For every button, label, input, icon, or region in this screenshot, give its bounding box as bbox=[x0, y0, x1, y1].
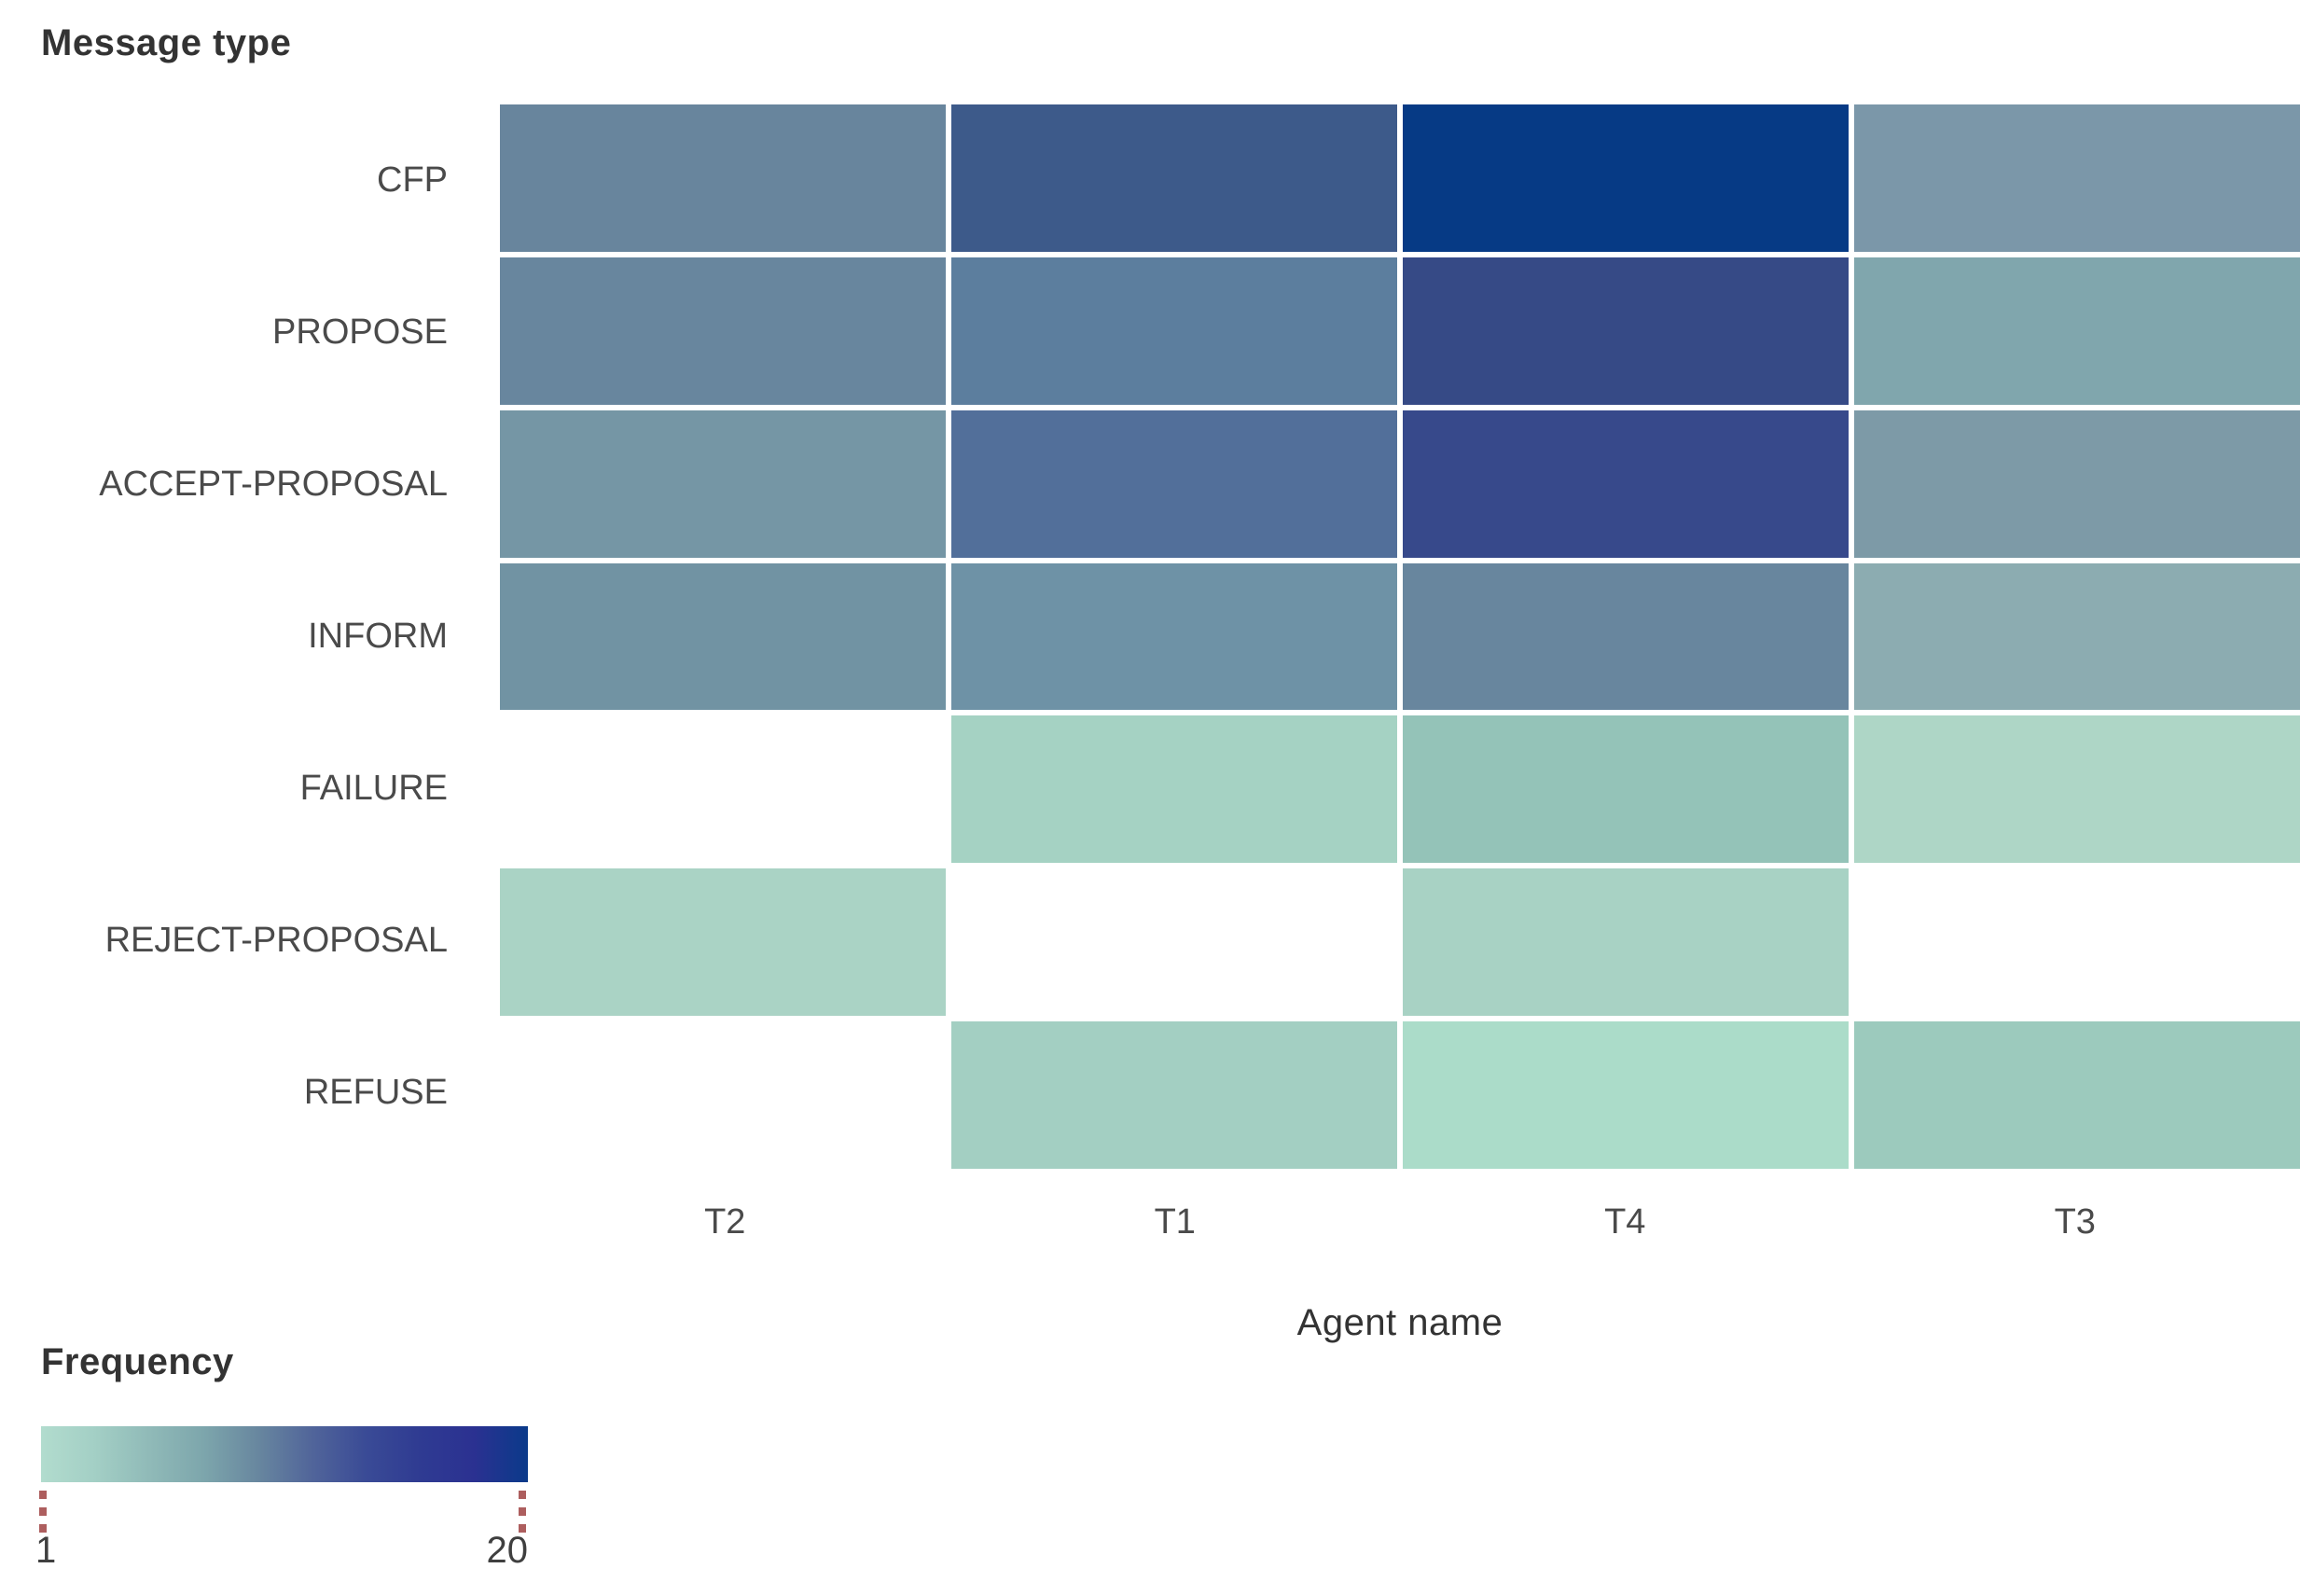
heatmap-cell-refuse-t3[interactable] bbox=[1854, 1021, 2300, 1169]
heatmap-cell-propose-t1[interactable] bbox=[951, 257, 1397, 405]
x-tick-label: T3 bbox=[2054, 1201, 2096, 1242]
heatmap-cell-reject-proposal-t3[interactable] bbox=[1854, 868, 2300, 1017]
heatmap-cell-accept-proposal-t4[interactable] bbox=[1403, 409, 1849, 558]
y-tick-label: PROPOSE bbox=[272, 312, 448, 352]
legend-max-label: 20 bbox=[486, 1530, 529, 1571]
y-axis-title: Message type bbox=[41, 22, 292, 63]
y-tick-label: FAILURE bbox=[299, 769, 448, 808]
heatmap-cell-cfp-t4[interactable] bbox=[1403, 104, 1849, 252]
heatmap-cell-cfp-t1[interactable] bbox=[951, 104, 1397, 252]
heatmap-cell-propose-t2[interactable] bbox=[500, 257, 946, 405]
heatmap-cell-accept-proposal-t3[interactable] bbox=[1854, 409, 2300, 558]
heatmap-cell-reject-proposal-t1[interactable] bbox=[951, 868, 1397, 1017]
heatmap-cell-refuse-t4[interactable] bbox=[1403, 1021, 1849, 1169]
heatmap-cell-failure-t3[interactable] bbox=[1854, 715, 2300, 864]
heatmap-cell-failure-t1[interactable] bbox=[951, 715, 1397, 864]
heatmap-cell-accept-proposal-t2[interactable] bbox=[500, 409, 946, 558]
heatmap-cell-cfp-t2[interactable] bbox=[500, 104, 946, 252]
heatmap-cell-refuse-t1[interactable] bbox=[951, 1021, 1397, 1169]
y-tick-label: CFP bbox=[377, 160, 448, 200]
x-tick-label: T4 bbox=[1604, 1201, 1646, 1242]
y-tick-label: ACCEPT-PROPOSAL bbox=[99, 465, 448, 504]
heatmap-cell-propose-t3[interactable] bbox=[1854, 257, 2300, 405]
y-tick-label: REFUSE bbox=[303, 1073, 448, 1112]
heatmap-cell-reject-proposal-t4[interactable] bbox=[1403, 868, 1849, 1017]
heatmap-cell-inform-t4[interactable] bbox=[1403, 562, 1849, 711]
heatmap-cell-inform-t1[interactable] bbox=[951, 562, 1397, 711]
heatmap-cell-failure-t2[interactable] bbox=[500, 715, 946, 864]
heatmap-cell-accept-proposal-t1[interactable] bbox=[951, 409, 1397, 558]
x-tick-label: T2 bbox=[704, 1201, 746, 1242]
heatmap-cell-failure-t4[interactable] bbox=[1403, 715, 1849, 864]
x-tick-label: T1 bbox=[1154, 1201, 1196, 1242]
heatmap-cell-propose-t4[interactable] bbox=[1403, 257, 1849, 405]
heatmap-cell-refuse-t2[interactable] bbox=[500, 1021, 946, 1169]
legend-tick-min bbox=[39, 1491, 47, 1534]
heatmap-cell-cfp-t3[interactable] bbox=[1854, 104, 2300, 252]
y-tick-label: REJECT-PROPOSAL bbox=[104, 921, 448, 960]
legend-min-label: 1 bbox=[35, 1530, 57, 1571]
heatmap-cell-reject-proposal-t2[interactable] bbox=[500, 868, 946, 1017]
x-axis-title: Agent name bbox=[1296, 1302, 1503, 1343]
legend-tick-max bbox=[519, 1491, 526, 1534]
heatmap-cell-inform-t2[interactable] bbox=[500, 562, 946, 711]
y-tick-label: INFORM bbox=[308, 617, 448, 656]
heatmap-cell-inform-t3[interactable] bbox=[1854, 562, 2300, 711]
legend-title: Frequency bbox=[41, 1341, 234, 1382]
x-axis-labels: T2 T1 T4 T3 bbox=[500, 1196, 2300, 1248]
heatmap-grid bbox=[500, 104, 2300, 1169]
legend-gradient-bar bbox=[41, 1426, 528, 1482]
y-axis-labels: CFP PROPOSE ACCEPT-PROPOSAL INFORM FAILURE RE… bbox=[0, 104, 474, 1169]
